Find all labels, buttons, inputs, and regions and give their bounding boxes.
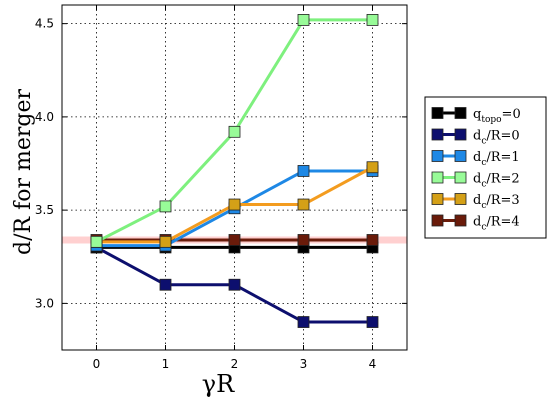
legend-label-subscript: topo — [481, 115, 501, 125]
legend-marker — [431, 107, 444, 119]
x-tick-label: 4 — [369, 357, 377, 371]
y-tick-label: 4.0 — [35, 110, 54, 124]
legend-label-base: q — [473, 107, 481, 122]
legend-marker — [454, 128, 467, 141]
legend-marker — [431, 171, 444, 184]
y-tick-label: 3.0 — [35, 296, 54, 310]
series-marker-4 — [297, 198, 310, 211]
legend-label-base: d — [473, 150, 481, 165]
series-marker-3 — [366, 14, 379, 26]
legend-label-tail: /R=3 — [486, 193, 519, 208]
series-marker-5 — [297, 234, 310, 246]
y-ticks: 3.0 3.5 4.0 4.5 — [35, 17, 407, 310]
series-marker-5 — [366, 234, 379, 246]
y-tick-label: 3.5 — [35, 203, 54, 217]
series-marker-2 — [297, 165, 310, 177]
legend-label: dc/R=4 — [473, 215, 520, 233]
legend-box — [424, 96, 547, 239]
series-marker-3 — [297, 14, 310, 26]
legend-marker — [431, 150, 444, 162]
legend-marker — [431, 128, 444, 141]
legend-label-subscript: c — [481, 223, 486, 233]
legend-item: dc/R=4 — [431, 214, 520, 233]
y-axis-label: d/R for merger — [11, 89, 36, 255]
series-marker-1 — [159, 278, 172, 291]
legend-item: dc/R=1 — [431, 150, 520, 168]
series-marker-4 — [366, 161, 379, 174]
legend-label-tail: /R=0 — [486, 129, 519, 144]
legend-label-base: d — [473, 129, 481, 144]
series-marker-3 — [228, 125, 241, 138]
series-lines — [95, 18, 374, 324]
legend-marker — [454, 107, 467, 119]
legend: qtopo=0dc/R=0dc/R=1dc/R=2dc/R=3dc/R=4 — [424, 96, 547, 239]
series-marker-3 — [159, 200, 172, 213]
x-tick-label: 3 — [300, 357, 308, 371]
series-marker-1 — [297, 316, 310, 328]
legend-item: dc/R=3 — [431, 193, 520, 211]
legend-marker — [454, 214, 467, 227]
y-tick-label: 4.5 — [35, 17, 54, 31]
legend-marker — [454, 150, 467, 162]
legend-item: dc/R=0 — [431, 128, 520, 147]
legend-item: dc/R=2 — [431, 171, 520, 190]
legend-label-subscript: c — [481, 158, 486, 168]
legend-label: qtopo=0 — [473, 107, 521, 125]
legend-label-subscript: c — [481, 201, 486, 211]
legend-marker — [431, 193, 444, 205]
legend-label: dc/R=1 — [473, 150, 520, 168]
legend-label-base: d — [473, 172, 481, 187]
legend-label: dc/R=3 — [473, 193, 520, 211]
legend-label-subscript: c — [481, 137, 486, 147]
x-tick-label: 1 — [162, 357, 170, 371]
series-marker-4 — [228, 198, 241, 211]
x-tick-label: 0 — [93, 357, 101, 371]
series-marker-4 — [159, 235, 172, 248]
legend-item: qtopo=0 — [431, 107, 521, 125]
legend-label-tail: /R=4 — [486, 215, 519, 230]
series-marker-1 — [228, 278, 241, 291]
legend-label-tail: /R=1 — [486, 150, 519, 165]
legend-marker — [454, 171, 467, 184]
x-tick-label: 2 — [231, 357, 239, 371]
legend-label-subscript: c — [481, 180, 486, 190]
x-axis-label: γR — [202, 370, 235, 398]
legend-label-tail: /R=2 — [486, 172, 519, 187]
legend-label-base: d — [473, 215, 481, 230]
legend-marker — [454, 193, 467, 205]
series-marker-3 — [90, 235, 103, 248]
series-marker-1 — [366, 316, 379, 328]
legend-label-base: d — [473, 193, 481, 208]
legend-label: dc/R=2 — [473, 172, 520, 190]
series-marker-5 — [228, 234, 241, 246]
legend-label: dc/R=0 — [473, 129, 520, 147]
legend-marker — [431, 214, 444, 227]
x-ticks: 0 1 2 3 4 — [93, 5, 377, 371]
series-markers — [90, 14, 379, 328]
legend-label-tail: =0 — [502, 107, 521, 122]
